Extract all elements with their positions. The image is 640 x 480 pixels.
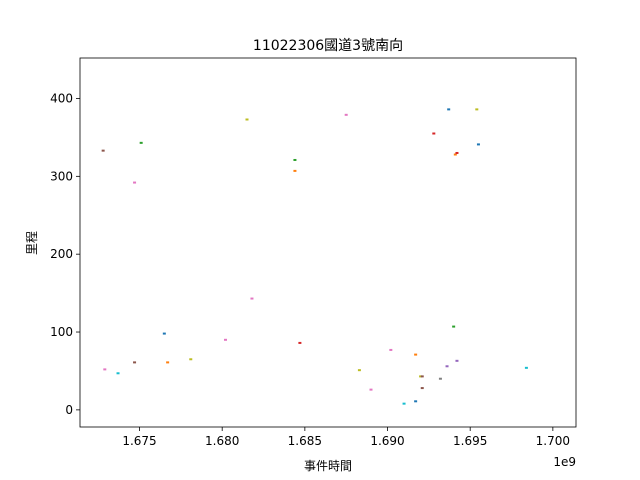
data-point <box>414 400 418 403</box>
data-point <box>133 181 137 184</box>
chart-title: 11022306國道3號南向 <box>253 38 403 54</box>
data-point <box>432 132 436 135</box>
data-point <box>452 325 456 328</box>
data-point <box>293 169 297 172</box>
data-point <box>223 338 227 341</box>
data-point <box>250 297 254 300</box>
data-point <box>189 358 193 361</box>
x-tick-label: 1.700 <box>536 434 570 448</box>
data-point <box>438 377 442 380</box>
y-axis-label: 里程 <box>24 231 39 255</box>
data-point <box>419 375 423 378</box>
data-point <box>455 151 459 154</box>
data-point <box>245 118 249 121</box>
data-point <box>344 113 348 116</box>
data-point <box>447 108 451 111</box>
x-tick-label: 1.675 <box>122 434 156 448</box>
data-point <box>166 361 170 364</box>
data-point <box>389 348 393 351</box>
y-tick-label: 300 <box>50 169 73 183</box>
data-points <box>101 108 528 405</box>
x-tick-label: 1.685 <box>288 434 322 448</box>
y-tick-label: 0 <box>65 403 73 417</box>
data-point <box>453 153 457 156</box>
data-point <box>357 369 361 372</box>
x-axis-offset-text: 1e9 <box>553 455 576 469</box>
data-point <box>103 368 107 371</box>
data-point <box>455 359 459 362</box>
y-tick-label: 100 <box>50 325 73 339</box>
data-point <box>293 158 297 161</box>
data-point <box>475 108 479 111</box>
data-point <box>402 402 406 405</box>
data-point <box>133 361 137 364</box>
data-point <box>445 365 449 368</box>
x-tick-label: 1.680 <box>205 434 239 448</box>
plot-frame <box>79 57 577 428</box>
data-point <box>101 149 105 152</box>
x-axis-label: 事件時間 <box>304 459 352 473</box>
data-point <box>369 388 373 391</box>
x-axis-ticks: 1.675 1.680 1.685 1.690 1.695 1.700 <box>122 427 570 448</box>
data-point <box>414 353 418 356</box>
data-point <box>420 375 424 378</box>
y-tick-label: 400 <box>50 91 73 105</box>
y-axis-ticks: 0 100 200 300 400 <box>50 91 80 417</box>
x-tick-label: 1.690 <box>370 434 404 448</box>
data-point <box>476 143 480 146</box>
data-point <box>116 372 120 375</box>
data-point <box>162 332 166 335</box>
data-point <box>524 366 528 369</box>
x-tick-label: 1.695 <box>453 434 487 448</box>
y-tick-label: 200 <box>50 247 73 261</box>
data-point <box>139 141 143 144</box>
data-point <box>420 387 424 390</box>
data-point <box>298 341 302 344</box>
